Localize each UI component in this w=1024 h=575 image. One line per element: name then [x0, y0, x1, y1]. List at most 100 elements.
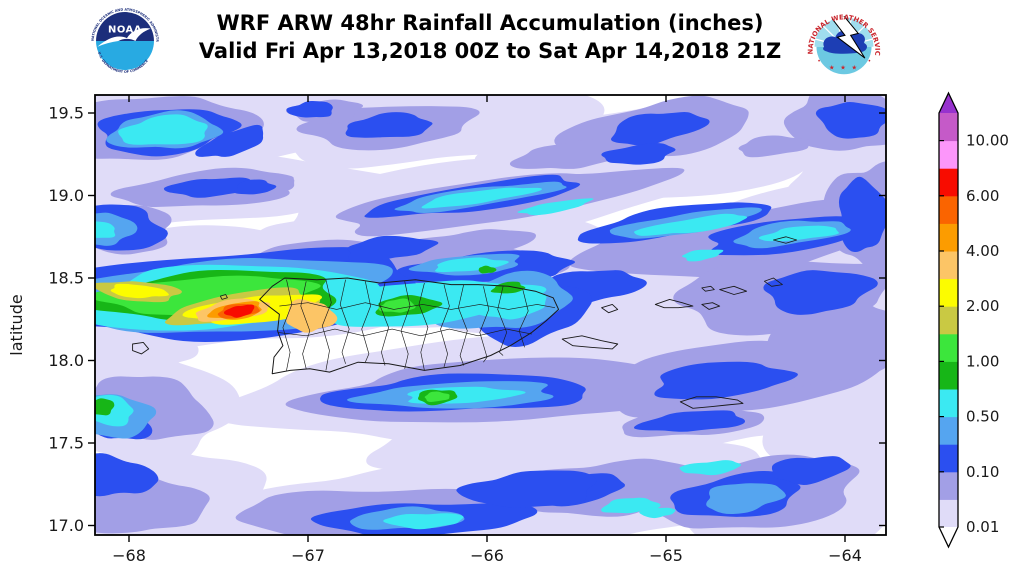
contour-region-level-6: [424, 391, 450, 402]
contour-region-level-5: [95, 398, 115, 416]
noaa-seagull-icon: [97, 28, 151, 47]
contour-fill-layer: [95, 95, 886, 535]
colorbar-segment: [939, 195, 958, 224]
colorbar-tick-label: 10.00: [966, 132, 1009, 150]
contour-region-level-2: [611, 111, 710, 146]
contour-region-level-4: [639, 507, 676, 519]
colorbar-tick-label: 1.00: [966, 352, 999, 370]
x-tick-label: −65: [649, 546, 683, 565]
contour-region-level-2: [163, 177, 251, 198]
municipality-boundary: [282, 279, 293, 371]
municipality-boundary: [479, 286, 490, 363]
contour-region-level-2: [633, 410, 746, 432]
nws-logo-scene: [814, 16, 874, 75]
colorbar-segment: [939, 278, 958, 307]
contour-region-level-4: [634, 213, 748, 236]
contour-region-level-2: [195, 124, 264, 157]
island-outline-culebra: [601, 303, 619, 314]
y-tick-label: 17.0: [48, 516, 84, 535]
colorbar-tick-label: 2.00: [966, 297, 999, 315]
contour-region-level-5: [478, 265, 497, 274]
y-axis-label: latitude: [7, 294, 26, 355]
colorbar-tick-label: 4.00: [966, 242, 999, 260]
colorbar: 0.01 0.10 0.50 1.00 2.00 4.00 6.00 10.00: [938, 91, 1009, 549]
municipality-boundary: [339, 279, 350, 364]
figure-title: WRF ARW 48hr Rainfall Accumulation (inch…: [180, 9, 800, 65]
island-outline-mona: [132, 341, 150, 355]
x-tick-label: −67: [291, 546, 325, 565]
nws-stars: ★ ★ ★: [829, 65, 859, 72]
contour-region-level-2: [345, 112, 433, 138]
colorbar-outline: [938, 91, 959, 549]
contour-region-level-4: [679, 460, 742, 476]
island-outline-jost-van-dyke: [701, 285, 715, 292]
municipality-boundary: [379, 282, 389, 366]
contour-region-level-2: [601, 143, 676, 165]
island-outline-st-john: [701, 302, 721, 310]
contour-region-level-4: [758, 225, 839, 242]
colorbar-segment: [939, 251, 958, 280]
noaa-logo: NOAA NATIONAL OCEANIC AND ATMOSPHERIC AD…: [87, 3, 162, 78]
island-outline-st-croix: [679, 396, 744, 409]
contour-region-level-4: [118, 114, 208, 145]
colorbar-segment: [939, 168, 958, 197]
axes-layer: −68 −67 −66 −65 −64 17.0 17.5 18.0 18.5 19.0 19.5 l…: [7, 95, 886, 565]
contour-region-level-4: [434, 257, 509, 273]
colorbar-segment: [939, 389, 958, 418]
contour-region-level-2: [771, 456, 851, 485]
island-outline-virgin-gorda: [764, 277, 783, 287]
colorbar-segment: [939, 140, 958, 169]
y-tick-label: 19.5: [48, 104, 84, 123]
colorbar-segment: [939, 113, 958, 142]
colorbar-segment: [939, 416, 958, 445]
contour-region-level-5: [490, 281, 526, 294]
island-outline-st-thomas: [654, 298, 694, 309]
municipality-boundary: [418, 282, 429, 371]
colorbar-tick-label: 6.00: [966, 187, 999, 205]
contour-region-level-9: [286, 298, 338, 333]
colorbar-segment: [939, 361, 958, 390]
colorbar-segment: [939, 444, 958, 473]
colorbar-under-arrow: [939, 527, 958, 547]
x-tick-label: −68: [112, 546, 146, 565]
contour-region-level-3: [706, 483, 786, 515]
nws-sea-shape: [816, 46, 872, 75]
contour-region-level-0: [366, 407, 641, 485]
contour-region-level-2: [347, 235, 439, 262]
y-tick-label: 19.0: [48, 186, 84, 205]
title-line-1: WRF ARW 48hr Rainfall Accumulation (inch…: [216, 11, 764, 35]
contour-region-level-2: [456, 470, 597, 508]
x-tick-label: −66: [470, 546, 504, 565]
contour-region-level-4: [383, 513, 464, 530]
colorbar-tick-label: 0.10: [966, 463, 999, 481]
x-tick-label: −64: [828, 546, 862, 565]
island-outline-tortola: [719, 285, 748, 295]
colorbar-segment: [939, 223, 958, 252]
plot-border: [94, 94, 887, 536]
municipality-boundary: [458, 284, 468, 366]
island-outline-desecheo: [219, 294, 228, 300]
contour-region-level-1: [391, 229, 536, 268]
contour-region-level-2: [234, 179, 277, 195]
municipality-boundary: [300, 281, 311, 369]
contour-region-level-8: [110, 283, 169, 299]
colorbar-segment: [939, 499, 958, 528]
contour-region-level-2: [815, 101, 886, 139]
island-outline-anegada: [773, 236, 798, 244]
colorbar-segment: [939, 333, 958, 362]
municipality-boundary: [440, 284, 450, 368]
island-outline-vieques: [561, 335, 619, 350]
contour-region-level-4: [475, 291, 547, 320]
colorbar-segment: [939, 471, 958, 500]
contour-region-level-2: [654, 361, 798, 400]
noaa-logo-sea-half: [96, 41, 154, 70]
y-tick-label: 18.0: [48, 351, 84, 370]
title-line-2: Valid Fri Apr 13,2018 00Z to Sat Apr 14,…: [198, 39, 782, 63]
contour-region-level-4: [95, 221, 116, 238]
contour-region-level-2: [95, 453, 159, 497]
municipality-boundary: [400, 281, 411, 369]
contour-region-level-12: [223, 304, 255, 318]
contour-region-level-1: [509, 139, 622, 169]
